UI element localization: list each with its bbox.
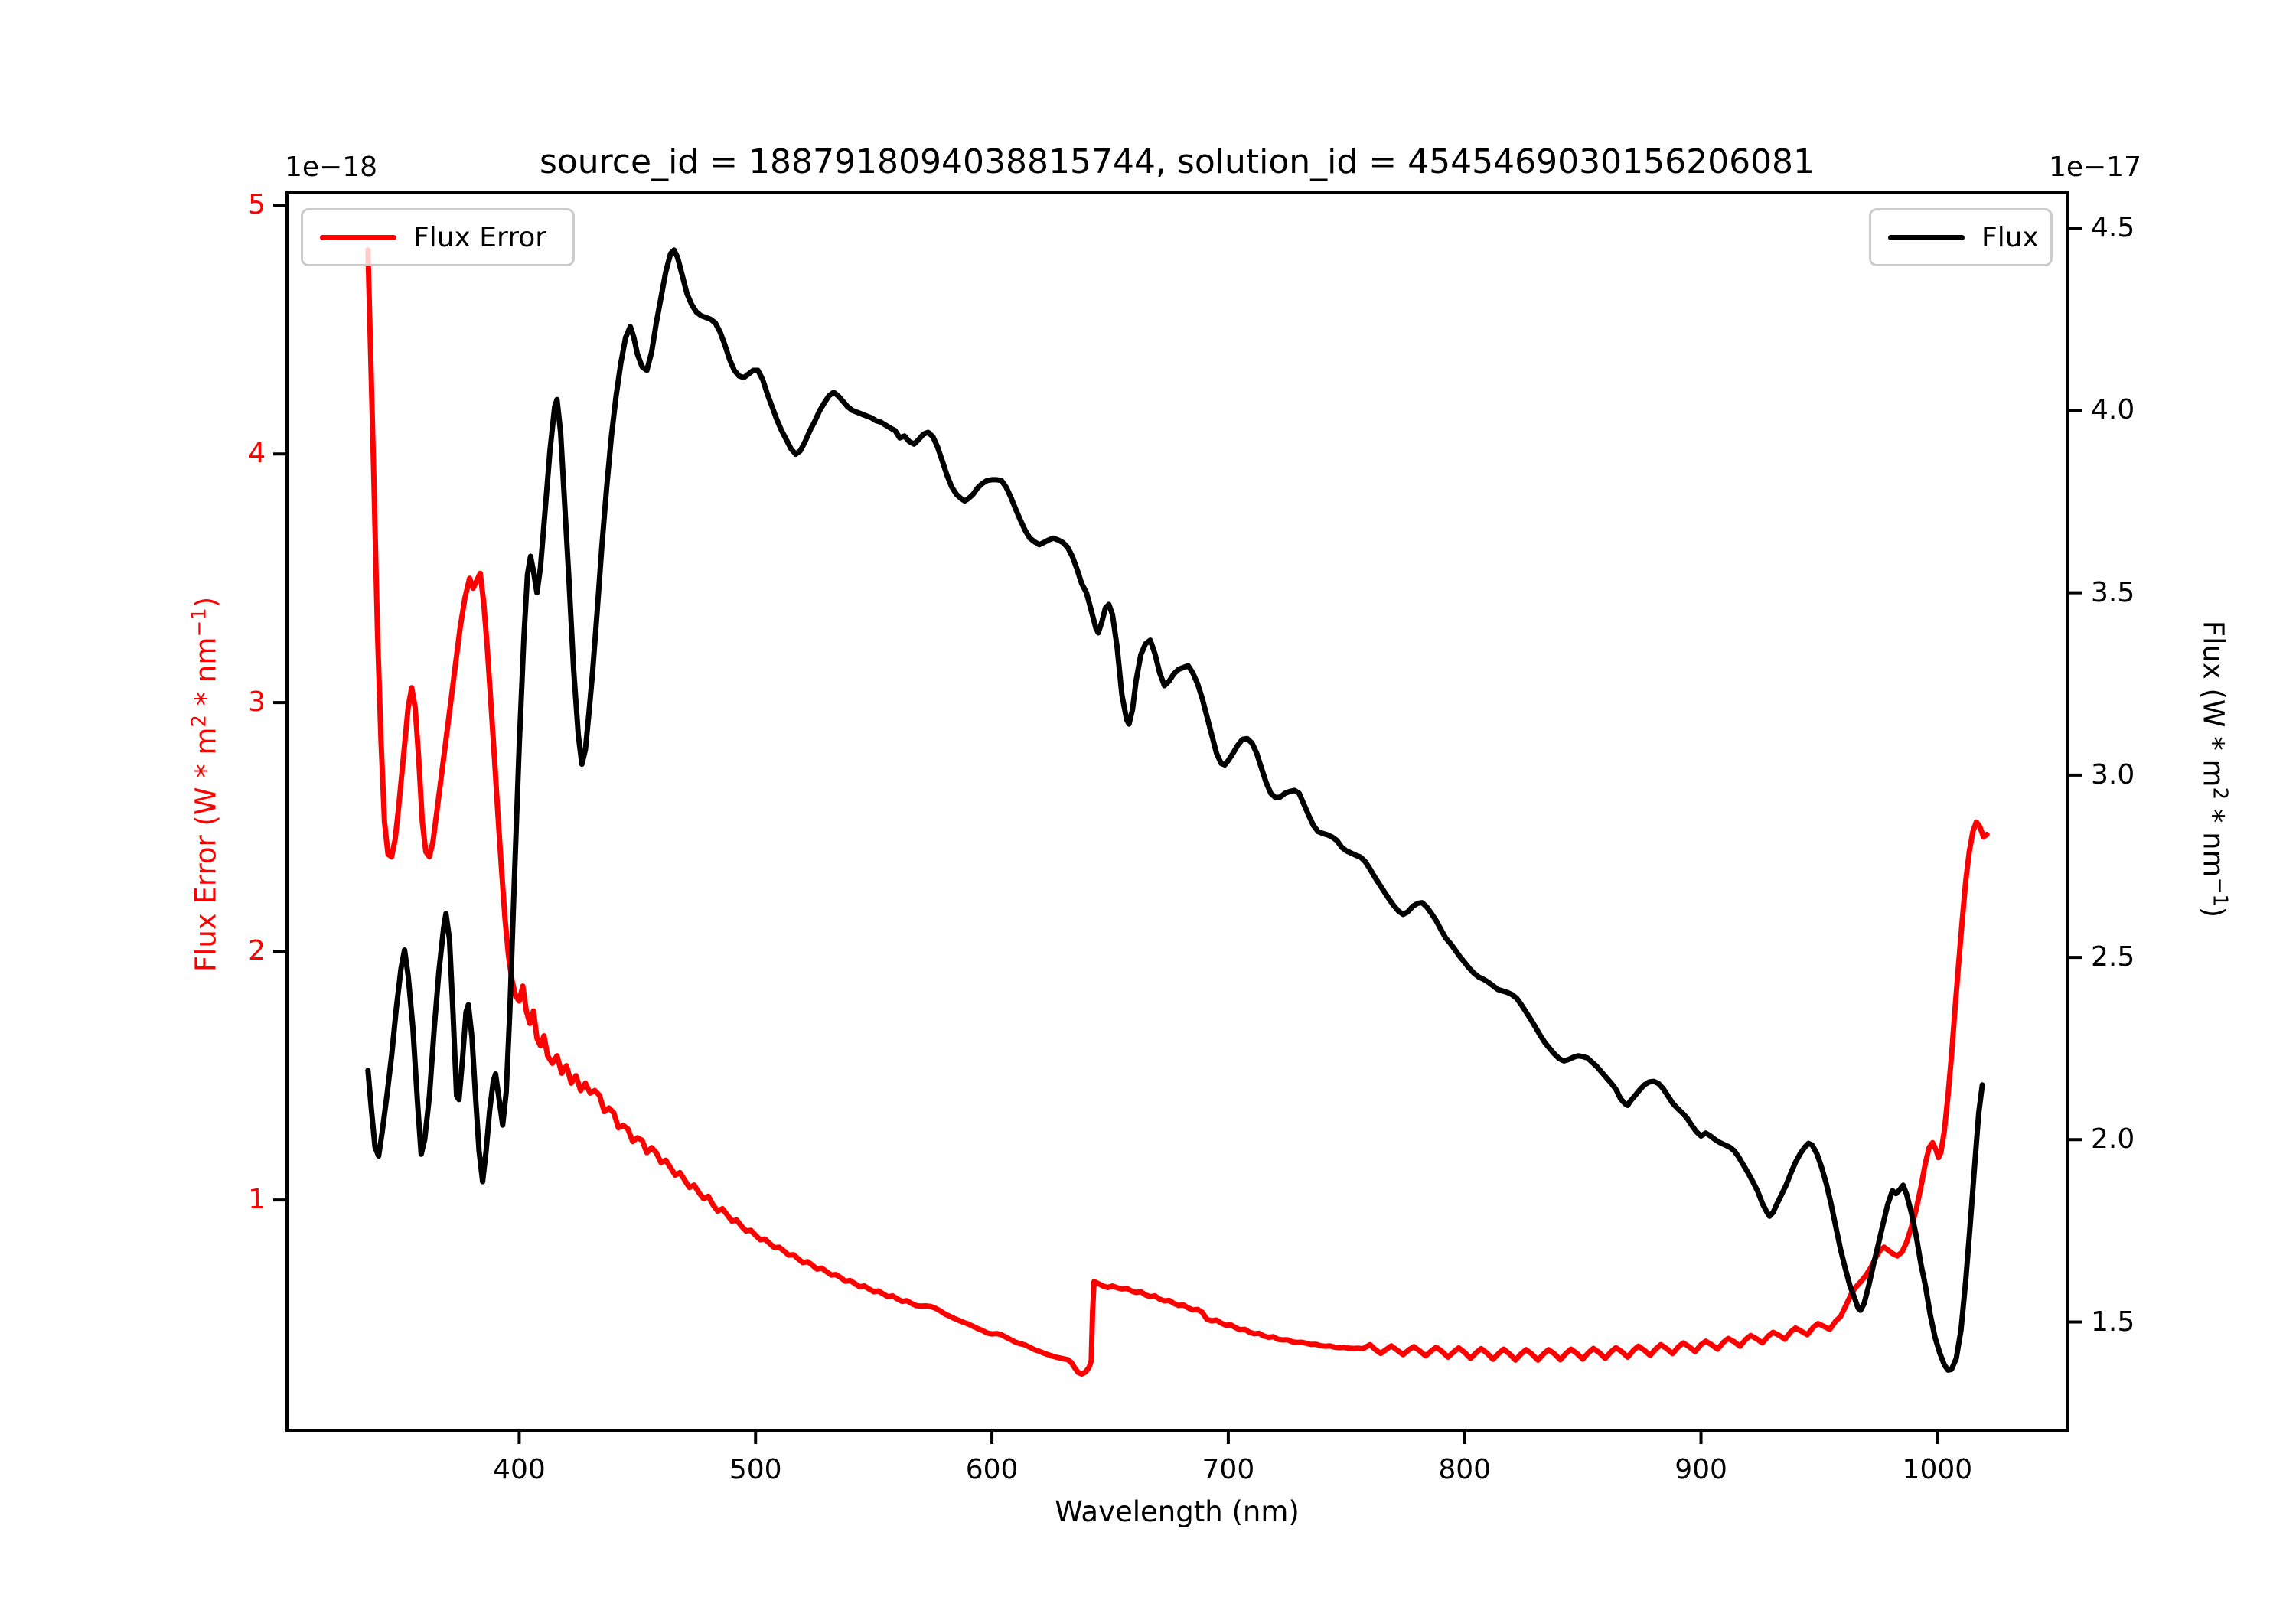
right-label-text3: ) [2197, 906, 2230, 918]
plot-border [285, 191, 2069, 1432]
legend-flux-error-label: Flux Error [413, 221, 547, 253]
rtick-label: 3.0 [2091, 758, 2135, 790]
ltick-label: 5 [248, 189, 266, 221]
right-label-text2: * nm [2197, 800, 2230, 878]
ltick-label: 2 [248, 935, 266, 967]
rtick-label: 4.0 [2091, 394, 2135, 426]
rtick-label: 2.5 [2091, 941, 2135, 973]
left-y-axis-label: Flux Error (W * m2 * nm−1) [188, 597, 222, 972]
xtick-label: 1000 [1902, 1454, 1973, 1485]
rtick-label: 3.5 [2091, 576, 2135, 608]
left-label-text2: * nm [189, 637, 223, 715]
right-label-sup-minus1: −1 [2208, 877, 2232, 907]
ltick-label: 1 [248, 1184, 266, 1216]
left-label-text: Flux Error (W * m [189, 727, 223, 973]
rtick-label: 2.0 [2091, 1123, 2135, 1156]
left-label-sup-minus1: −1 [188, 608, 211, 637]
rtick-label: 4.5 [2091, 212, 2135, 244]
left-label-text3: ) [189, 596, 223, 608]
legend-flux-label: Flux [1981, 221, 2039, 253]
left-label-sup-2: 2 [188, 714, 211, 728]
xtick-label: 500 [729, 1454, 782, 1485]
left-axis-offset-text: 1e−18 [285, 152, 378, 183]
chart-title: source_id = 1887918094038815744, solutio… [539, 142, 1815, 181]
legend-flux-error: Flux Error [301, 208, 575, 266]
xtick-label: 700 [1202, 1454, 1255, 1485]
xtick-label: 400 [493, 1454, 546, 1485]
right-axis-offset-text: 1e−17 [2048, 152, 2141, 183]
xtick-label: 900 [1675, 1454, 1727, 1485]
right-label-text: Flux (W * m [2197, 620, 2230, 787]
right-y-axis-label: Flux (W * m2 * nm−1) [2197, 621, 2231, 918]
legend-flux: Flux [1869, 208, 2053, 266]
curve-flux-error [365, 247, 1990, 1377]
xtick-label: 600 [965, 1454, 1019, 1485]
spectrum-curves [365, 247, 1990, 1377]
ltick-label: 3 [248, 686, 266, 719]
ltick-label: 4 [248, 438, 266, 470]
rtick-label: 1.5 [2091, 1305, 2135, 1338]
axis-tick-marks [273, 204, 2082, 1444]
right-label-sup-2: 2 [2208, 787, 2232, 800]
axes-spines [285, 191, 2069, 1432]
curve-flux [365, 247, 1985, 1373]
xtick-label: 800 [1438, 1454, 1492, 1485]
flux-error-line-sample [320, 234, 396, 240]
flux-line-sample [1888, 234, 1965, 240]
x-axis-label: Wavelength (nm) [1055, 1495, 1300, 1528]
